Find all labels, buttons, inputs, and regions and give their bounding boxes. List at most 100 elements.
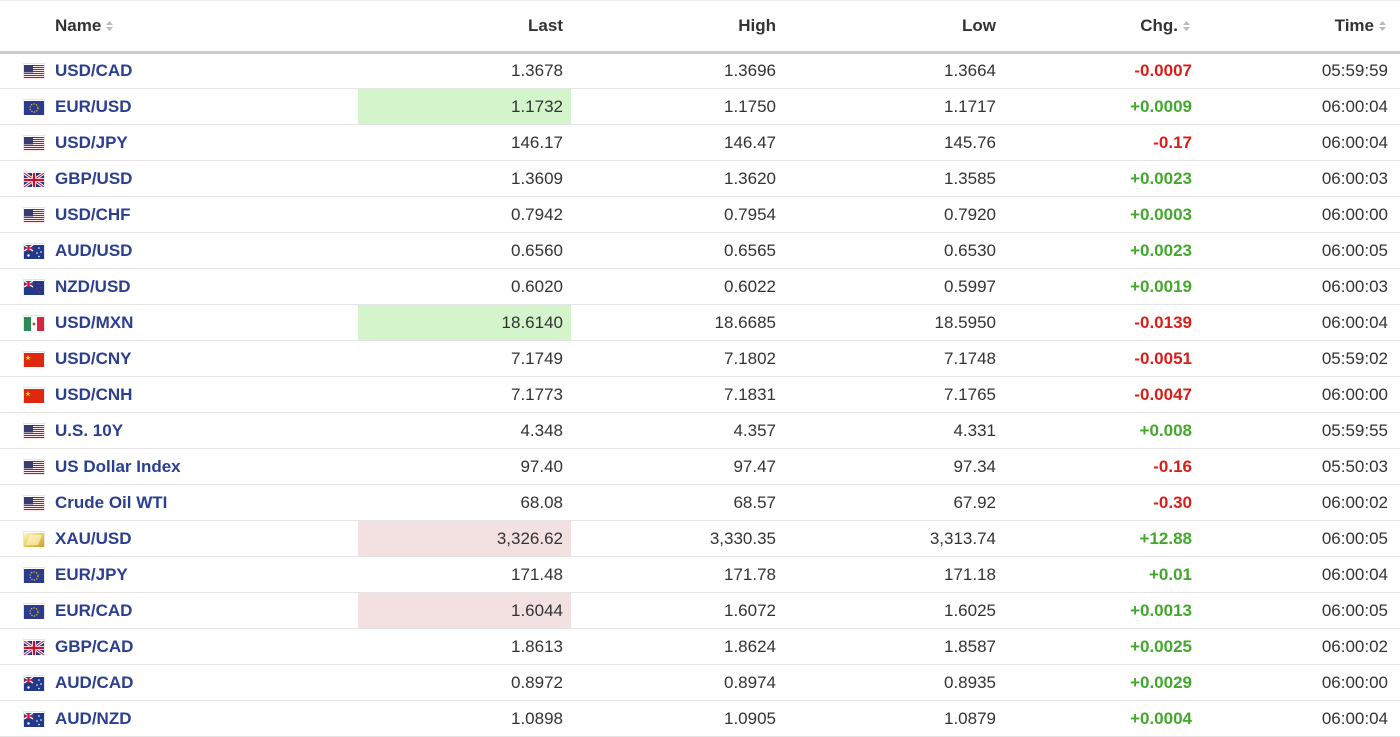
table-row[interactable]: USD/CAD 1.3678 1.3696 1.3664 -0.0007 05:59:59 xyxy=(0,52,1400,89)
eu-flag-icon xyxy=(24,568,44,583)
name-cell: USD/CHF xyxy=(55,196,358,233)
instrument-link[interactable]: USD/CNY xyxy=(55,348,132,368)
instrument-link[interactable]: AUD/NZD xyxy=(55,708,132,728)
gold-bar-icon xyxy=(24,532,44,547)
low-cell: 1.8587 xyxy=(784,628,1004,665)
table-row[interactable]: USD/MXN 18.6140 18.6685 18.5950 -0.0139 06:00… xyxy=(0,304,1400,341)
low-cell: 0.7920 xyxy=(784,196,1004,233)
low-cell: 1.3664 xyxy=(784,52,1004,89)
change-cell: -0.17 xyxy=(1004,124,1200,161)
us-flag-icon xyxy=(24,496,44,511)
new-zealand-flag-icon xyxy=(23,280,44,295)
mexico-flag-icon xyxy=(24,316,44,331)
table-row[interactable]: EUR/USD 1.1732 1.1750 1.1717 +0.0009 06:00:04 xyxy=(0,88,1400,125)
australia-flag-icon xyxy=(23,676,44,691)
instrument-link[interactable]: GBP/CAD xyxy=(55,636,134,656)
instrument-link[interactable]: USD/CHF xyxy=(55,204,131,224)
flag-cell xyxy=(0,124,55,161)
low-cell: 97.34 xyxy=(784,448,1004,485)
table-row[interactable]: US Dollar Index 97.40 97.47 97.34 -0.16 05:50… xyxy=(0,448,1400,485)
table-row[interactable]: GBP/CAD 1.8613 1.8624 1.8587 +0.0025 06:00:02 xyxy=(0,628,1400,665)
sort-icon[interactable] xyxy=(1378,20,1388,32)
instrument-link[interactable]: US Dollar Index xyxy=(55,456,181,476)
china-flag-icon xyxy=(24,352,44,367)
name-cell: AUD/USD xyxy=(55,232,358,269)
last-cell: 0.6560 xyxy=(358,232,571,269)
low-cell: 0.5997 xyxy=(784,268,1004,305)
high-column-header: High xyxy=(571,0,784,54)
flag-cell xyxy=(0,88,55,125)
instrument-link[interactable]: XAU/USD xyxy=(55,528,132,548)
low-cell: 7.1748 xyxy=(784,340,1004,377)
table-row[interactable]: Crude Oil WTI 68.08 68.57 67.92 -0.30 06:00:0… xyxy=(0,484,1400,521)
last-cell: 146.17 xyxy=(358,124,571,161)
table-row[interactable]: USD/JPY 146.17 146.47 145.76 -0.17 06:00:04 xyxy=(0,124,1400,161)
time-header-label: Time xyxy=(1334,16,1374,35)
flag-cell xyxy=(0,268,55,305)
eu-flag-icon xyxy=(24,604,44,619)
high-cell: 0.8974 xyxy=(571,664,784,701)
change-cell: +0.0023 xyxy=(1004,160,1200,197)
high-header-label: High xyxy=(738,16,776,35)
table-row[interactable]: NZD/USD 0.6020 0.6022 0.5997 +0.0019 06:00:03 xyxy=(0,268,1400,305)
high-cell: 1.3620 xyxy=(571,160,784,197)
name-cell: GBP/CAD xyxy=(55,628,358,665)
low-column-header: Low xyxy=(784,0,1004,54)
table-row[interactable]: AUD/CAD 0.8972 0.8974 0.8935 +0.0029 06:00:00 xyxy=(0,664,1400,701)
time-cell: 06:00:04 xyxy=(1200,556,1400,593)
time-column-header[interactable]: Time xyxy=(1200,0,1400,54)
change-cell: +0.0009 xyxy=(1004,88,1200,125)
high-cell: 0.7954 xyxy=(571,196,784,233)
sort-icon[interactable] xyxy=(105,20,115,32)
time-cell: 05:50:03 xyxy=(1200,448,1400,485)
instrument-link[interactable]: USD/JPY xyxy=(55,132,128,152)
table-row[interactable]: GBP/USD 1.3609 1.3620 1.3585 +0.0023 06:00:03 xyxy=(0,160,1400,197)
name-cell: EUR/CAD xyxy=(55,592,358,629)
table-row[interactable]: USD/CNH 7.1773 7.1831 7.1765 -0.0047 06:00:00 xyxy=(0,376,1400,413)
table-row[interactable]: U.S. 10Y 4.348 4.357 4.331 +0.008 05:59:55 xyxy=(0,412,1400,449)
change-cell: -0.0051 xyxy=(1004,340,1200,377)
instrument-link[interactable]: U.S. 10Y xyxy=(55,420,124,440)
name-cell: AUD/NZD xyxy=(55,700,358,737)
low-cell: 145.76 xyxy=(784,124,1004,161)
time-cell: 06:00:05 xyxy=(1200,592,1400,629)
flag-cell xyxy=(0,196,55,233)
flag-cell xyxy=(0,340,55,377)
high-cell: 3,330.35 xyxy=(571,520,784,557)
change-cell: +0.0019 xyxy=(1004,268,1200,305)
last-cell: 1.8613 xyxy=(358,628,571,665)
sort-icon[interactable] xyxy=(1182,20,1192,32)
last-cell: 0.8972 xyxy=(358,664,571,701)
table-row[interactable]: EUR/JPY 171.48 171.78 171.18 +0.01 06:00:04 xyxy=(0,556,1400,593)
eu-flag-icon xyxy=(24,100,44,115)
instrument-link[interactable]: NZD/USD xyxy=(55,276,131,296)
chg-column-header[interactable]: Chg. xyxy=(1004,0,1200,54)
instrument-link[interactable]: AUD/USD xyxy=(55,240,133,260)
instrument-link[interactable]: USD/MXN xyxy=(55,312,134,332)
table-row[interactable]: XAU/USD 3,326.62 3,330.35 3,313.74 +12.88 06:… xyxy=(0,520,1400,557)
last-cell: 68.08 xyxy=(358,484,571,521)
instrument-link[interactable]: USD/CNH xyxy=(55,384,133,404)
instrument-link[interactable]: USD/CAD xyxy=(55,61,133,80)
name-cell: XAU/USD xyxy=(55,520,358,557)
table-row[interactable]: AUD/NZD 1.0898 1.0905 1.0879 +0.0004 06:00:04 xyxy=(0,700,1400,737)
instrument-link[interactable]: GBP/USD xyxy=(55,168,133,188)
last-cell: 0.7942 xyxy=(358,196,571,233)
high-cell: 0.6565 xyxy=(571,232,784,269)
name-column-header[interactable]: Name xyxy=(55,0,358,54)
instrument-link[interactable]: EUR/JPY xyxy=(55,564,128,584)
table-row[interactable]: USD/CNY 7.1749 7.1802 7.1748 -0.0051 05:59:02 xyxy=(0,340,1400,377)
table-row[interactable]: AUD/USD 0.6560 0.6565 0.6530 +0.0023 06:00:05 xyxy=(0,232,1400,269)
instrument-link[interactable]: EUR/CAD xyxy=(55,600,133,620)
low-cell: 1.1717 xyxy=(784,88,1004,125)
us-flag-icon xyxy=(24,424,44,439)
change-cell: -0.16 xyxy=(1004,448,1200,485)
name-cell: AUD/CAD xyxy=(55,664,358,701)
table-row[interactable]: USD/CHF 0.7942 0.7954 0.7920 +0.0003 06:00:00 xyxy=(0,196,1400,233)
name-cell: EUR/JPY xyxy=(55,556,358,593)
last-cell: 1.0898 xyxy=(358,700,571,737)
table-row[interactable]: EUR/CAD 1.6044 1.6072 1.6025 +0.0013 06:00:05 xyxy=(0,592,1400,629)
instrument-link[interactable]: EUR/USD xyxy=(55,96,132,116)
instrument-link[interactable]: AUD/CAD xyxy=(55,672,134,692)
instrument-link[interactable]: Crude Oil WTI xyxy=(55,492,168,512)
